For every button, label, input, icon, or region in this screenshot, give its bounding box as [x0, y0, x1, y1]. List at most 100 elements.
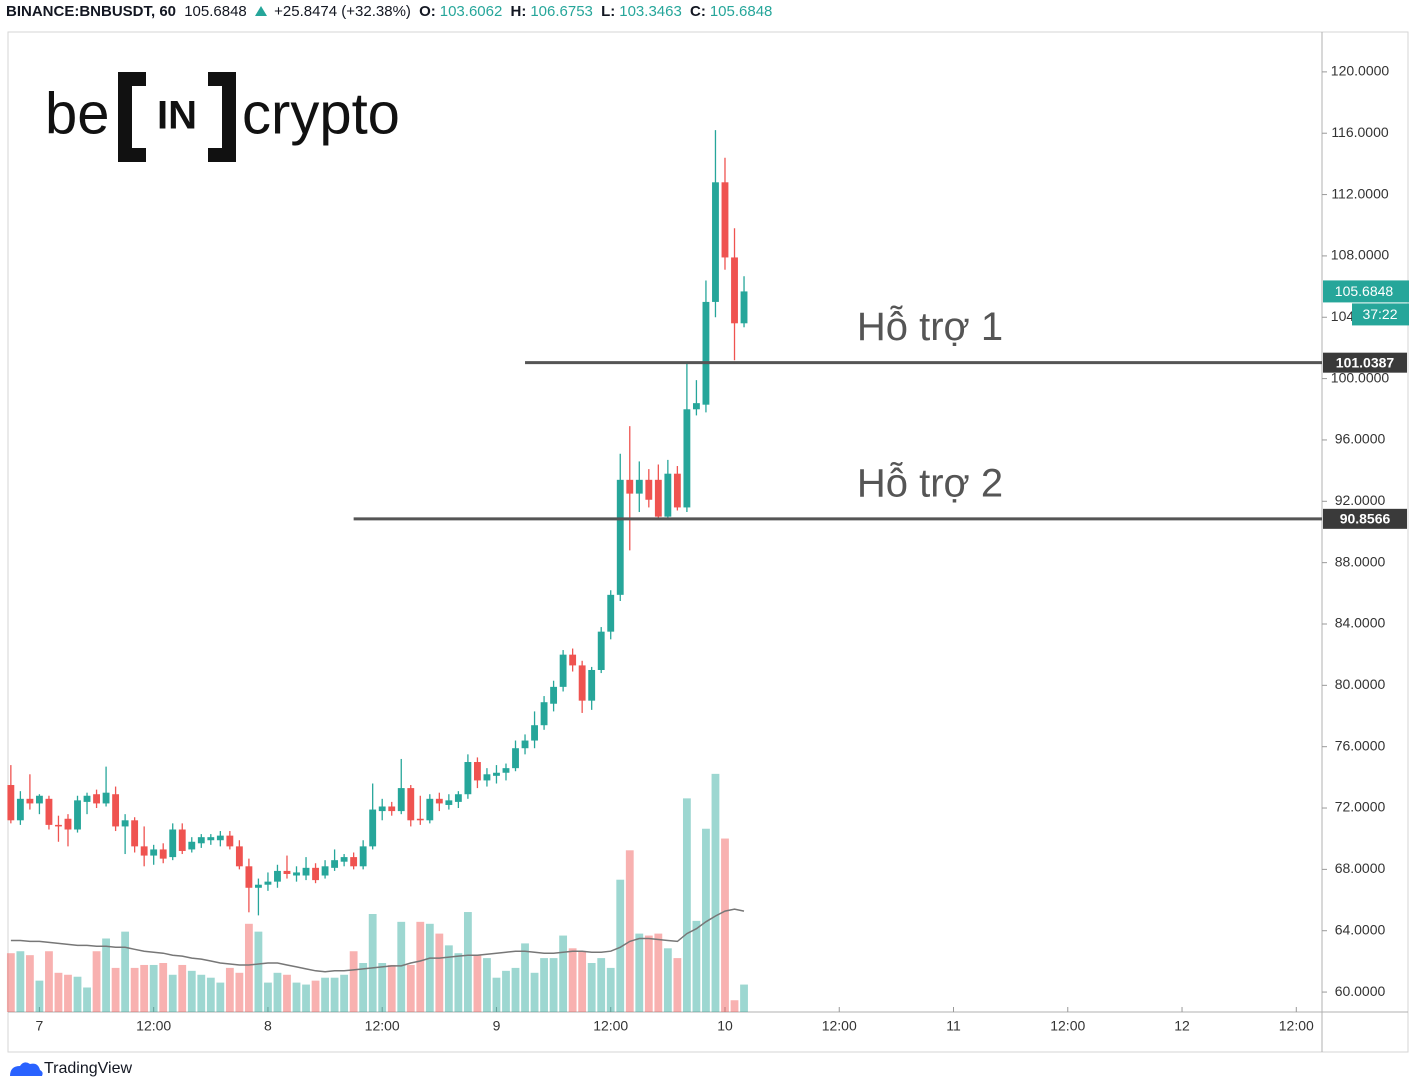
candle-body [483, 774, 491, 781]
candle-body [378, 806, 386, 812]
up-arrow [254, 6, 267, 16]
candle-body [293, 872, 300, 876]
volume-bar [283, 974, 291, 1012]
candle-body [64, 818, 72, 830]
candle-body [607, 594, 615, 632]
candle-body [235, 846, 243, 867]
volume-bar [473, 955, 482, 1012]
volume-bar [235, 972, 244, 1012]
candle-body [597, 631, 605, 670]
candle-body [473, 762, 481, 781]
volume-bar [16, 951, 25, 1012]
volume-bar [292, 982, 301, 1012]
volume-bar [425, 923, 434, 1012]
candle-body [445, 800, 453, 805]
volume-bar [206, 977, 215, 1012]
watermark-right: crypto [242, 81, 400, 146]
x-tick-label: 11 [946, 1018, 961, 1034]
candle-body [635, 479, 643, 494]
volume-bar [483, 958, 491, 1012]
footer-icon [10, 1062, 43, 1076]
volume-bar [663, 948, 672, 1012]
volume-bar [159, 963, 168, 1012]
volume-bar [225, 967, 234, 1012]
volume-bar [244, 923, 253, 1012]
candle-body [578, 665, 586, 701]
candle-body [435, 798, 443, 804]
candle-body [673, 473, 681, 508]
candle-body [245, 866, 253, 888]
volume-bar [6, 953, 15, 1012]
candle-body [169, 829, 177, 858]
volume-bar [644, 935, 653, 1012]
candle-body [159, 849, 167, 859]
candle-body [216, 835, 224, 841]
y-tick-label: 64.0000 [1335, 921, 1386, 937]
watermark-mid: IN [157, 94, 197, 138]
y-tick-label: 92.0000 [1335, 492, 1386, 508]
countdown-tag [1352, 303, 1409, 326]
ohlc-value: 105.6848 [709, 3, 773, 20]
y-tick-label: 88.0000 [1335, 553, 1386, 569]
support-label: Hỗ trợ 1 [857, 304, 1003, 349]
volume-bar [25, 955, 34, 1012]
last-price: 105.6848 [184, 3, 247, 20]
last-price-tag [1323, 280, 1409, 303]
candle-body [274, 870, 281, 882]
volume-bar [197, 974, 206, 1012]
footer-logo: TradingView [10, 1060, 132, 1077]
candle-body [112, 794, 120, 827]
volume-bar [578, 951, 587, 1012]
candle-body [312, 867, 319, 881]
volume-bar [330, 977, 339, 1012]
candle-body [626, 479, 634, 494]
volume-bar [397, 921, 406, 1012]
candle-body [531, 725, 538, 741]
volume-bar [682, 798, 691, 1012]
candle-body [121, 820, 129, 827]
y-tick-label: 96.0000 [1335, 431, 1386, 447]
ohlc-label: O: [419, 3, 436, 20]
candle-body [645, 479, 653, 500]
watermark: be IN crypto [45, 72, 400, 162]
candle-body [131, 820, 139, 847]
candle-body [426, 798, 434, 821]
volume-bar [635, 933, 644, 1012]
candle-body [397, 788, 405, 812]
candle-body [569, 654, 577, 666]
candle-body [740, 291, 748, 324]
x-tick-label: 10 [717, 1018, 733, 1034]
candle-body [731, 257, 738, 324]
volume-ma-line [10, 908, 745, 973]
volume-bar [406, 964, 415, 1012]
candle-body [55, 824, 62, 827]
volume-bar [302, 984, 310, 1012]
volume-bar [502, 970, 510, 1012]
volume-bar [92, 951, 101, 1012]
volume-bar [264, 982, 272, 1012]
support-label: Hỗ trợ 2 [857, 460, 1003, 505]
volume-bar [616, 879, 625, 1012]
ohlc-label: L: [601, 3, 616, 20]
volume-bar [168, 974, 177, 1012]
candle-body [226, 835, 234, 847]
last-price-label: 105.6848 [1335, 283, 1394, 299]
price-tag [1323, 352, 1407, 373]
ohlc-value: 106.6753 [530, 3, 593, 20]
volume-bar [359, 963, 368, 1012]
volume-bar [730, 1000, 739, 1012]
candle-body [102, 792, 110, 804]
candle-body [616, 479, 624, 595]
volume-bar [254, 931, 263, 1012]
volume-bar [54, 972, 63, 1012]
volume-bar [587, 963, 596, 1012]
x-tick-label: 12 [1174, 1018, 1190, 1034]
volume-bar [606, 967, 615, 1012]
candle-body [302, 867, 310, 876]
candle-body [264, 881, 272, 885]
x-tick-label: 12:00 [365, 1018, 400, 1034]
volume-bar [416, 921, 425, 1012]
candle-body [702, 301, 710, 405]
volume-bar [178, 964, 187, 1012]
candle-body [359, 846, 367, 867]
